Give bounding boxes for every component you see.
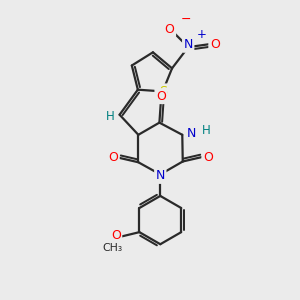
Text: O: O bbox=[165, 23, 175, 36]
Text: +: + bbox=[196, 28, 206, 41]
Text: −: − bbox=[180, 13, 191, 26]
Text: O: O bbox=[203, 151, 213, 164]
Text: CH₃: CH₃ bbox=[103, 243, 123, 253]
Text: O: O bbox=[111, 230, 121, 242]
Text: H: H bbox=[201, 124, 210, 137]
Text: O: O bbox=[108, 151, 118, 164]
Text: N: N bbox=[156, 169, 165, 182]
Text: N: N bbox=[184, 38, 193, 51]
Text: N: N bbox=[187, 127, 196, 140]
Text: O: O bbox=[156, 90, 166, 103]
Text: O: O bbox=[210, 38, 220, 51]
Text: S: S bbox=[159, 85, 167, 98]
Text: H: H bbox=[106, 110, 115, 123]
